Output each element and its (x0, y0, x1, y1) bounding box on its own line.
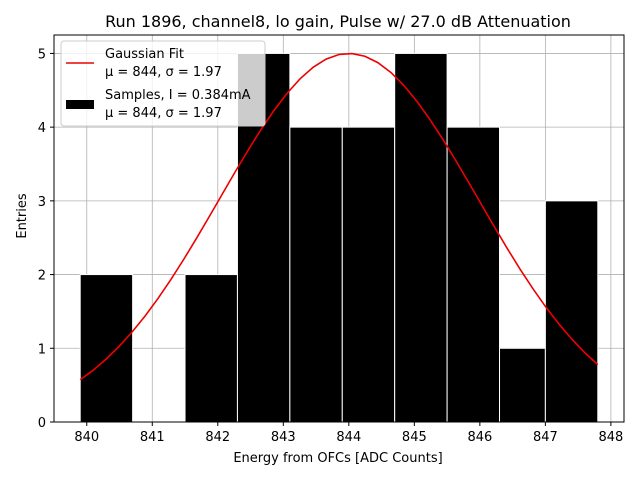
legend-box (60, 40, 266, 127)
y-tick-label: 0 (38, 416, 46, 431)
x-tick-label: 840 (74, 430, 99, 445)
y-axis-label: Entries (15, 193, 30, 239)
legend-samples-swatch (66, 100, 94, 109)
histogram-bar (446, 126, 501, 423)
histogram-bar (79, 274, 134, 423)
histogram-bar (289, 126, 343, 423)
x-tick-label: 842 (205, 430, 230, 445)
y-tick-label: 2 (38, 269, 46, 284)
legend-fit-params: μ = 844, σ = 1.97 (105, 65, 222, 80)
x-axis-ticks: 840 841 842 843 844 845 846 847 848 (74, 422, 623, 445)
legend-samples-label: Samples, I = 0.384mA (105, 88, 251, 103)
histogram-bar (184, 274, 238, 423)
legend-fit-label: Gaussian Fit (105, 47, 184, 62)
x-tick-label: 843 (271, 430, 296, 445)
x-tick-label: 847 (533, 430, 558, 445)
histogram-bar (394, 52, 448, 423)
histogram-bar (341, 126, 396, 423)
histogram-bar (499, 347, 546, 423)
y-axis-ticks: 0 1 2 3 4 5 (38, 47, 54, 431)
x-tick-label: 848 (598, 430, 623, 445)
legend-samples-params: μ = 844, σ = 1.97 (105, 106, 222, 121)
y-tick-label: 1 (38, 342, 46, 357)
gaussian-fit-line (79, 52, 599, 381)
chart-title: Run 1896, channel8, lo gain, Pulse w/ 27… (105, 12, 571, 31)
x-axis-label: Energy from OFCs [ADC Counts] (233, 451, 442, 466)
x-tick-label: 844 (336, 430, 361, 445)
legend: Gaussian Fit μ = 844, σ = 1.97 Samples, … (60, 40, 266, 127)
x-tick-label: 841 (140, 430, 165, 445)
y-tick-label: 3 (38, 195, 46, 210)
y-tick-label: 4 (38, 121, 46, 136)
x-tick-label: 846 (467, 430, 492, 445)
plot-frame (53, 34, 625, 423)
y-tick-label: 5 (38, 47, 46, 62)
histogram-bars (79, 52, 599, 423)
histogram-bar (544, 200, 599, 423)
x-tick-label: 845 (402, 430, 427, 445)
